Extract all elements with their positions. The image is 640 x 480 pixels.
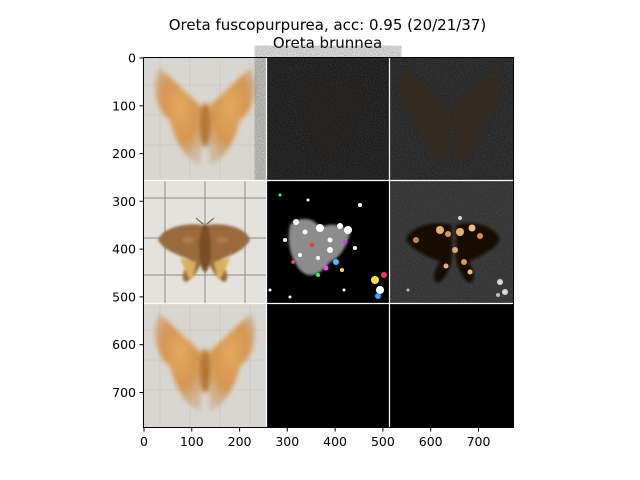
panel-black-right — [390, 304, 513, 427]
panel-masked-moth — [390, 181, 513, 303]
x-tick-label: 100 — [180, 434, 204, 449]
y-tick-label: 600 — [112, 337, 136, 352]
x-tick-label: 300 — [275, 434, 299, 449]
x-tick-label: 400 — [323, 434, 347, 449]
y-axis-ticks — [139, 57, 144, 393]
y-tick-label: 100 — [112, 98, 136, 113]
y-tick-label: 0 — [128, 51, 136, 66]
x-tick-label: 600 — [419, 434, 443, 449]
panel-color-mask — [267, 181, 389, 303]
y-tick-label: 400 — [112, 242, 136, 257]
x-tick-label: 500 — [371, 434, 395, 449]
panel-dark-moth-top — [390, 58, 513, 180]
panel-blurry-moth-top — [144, 58, 266, 180]
y-tick-label: 500 — [112, 289, 136, 304]
panel-blurry-moth-bottom — [144, 304, 266, 427]
panel-saliency-noise-top — [267, 58, 389, 180]
figure-title-line-1: Oreta fuscopurpurea, acc: 0.95 (20/21/37… — [168, 16, 487, 34]
y-tick-label: 200 — [112, 146, 136, 161]
x-tick-label: 0 — [140, 434, 148, 449]
y-tick-label: 700 — [112, 385, 136, 400]
axes-frame — [143, 57, 514, 428]
y-tick-label: 300 — [112, 194, 136, 209]
panel-black-middle — [267, 304, 389, 427]
figure-title-line-2: Oreta brunnea — [272, 34, 383, 52]
x-axis-ticks — [143, 427, 479, 432]
panel-moth-photo — [144, 181, 266, 303]
x-tick-label: 700 — [467, 434, 491, 449]
x-tick-label: 200 — [228, 434, 252, 449]
